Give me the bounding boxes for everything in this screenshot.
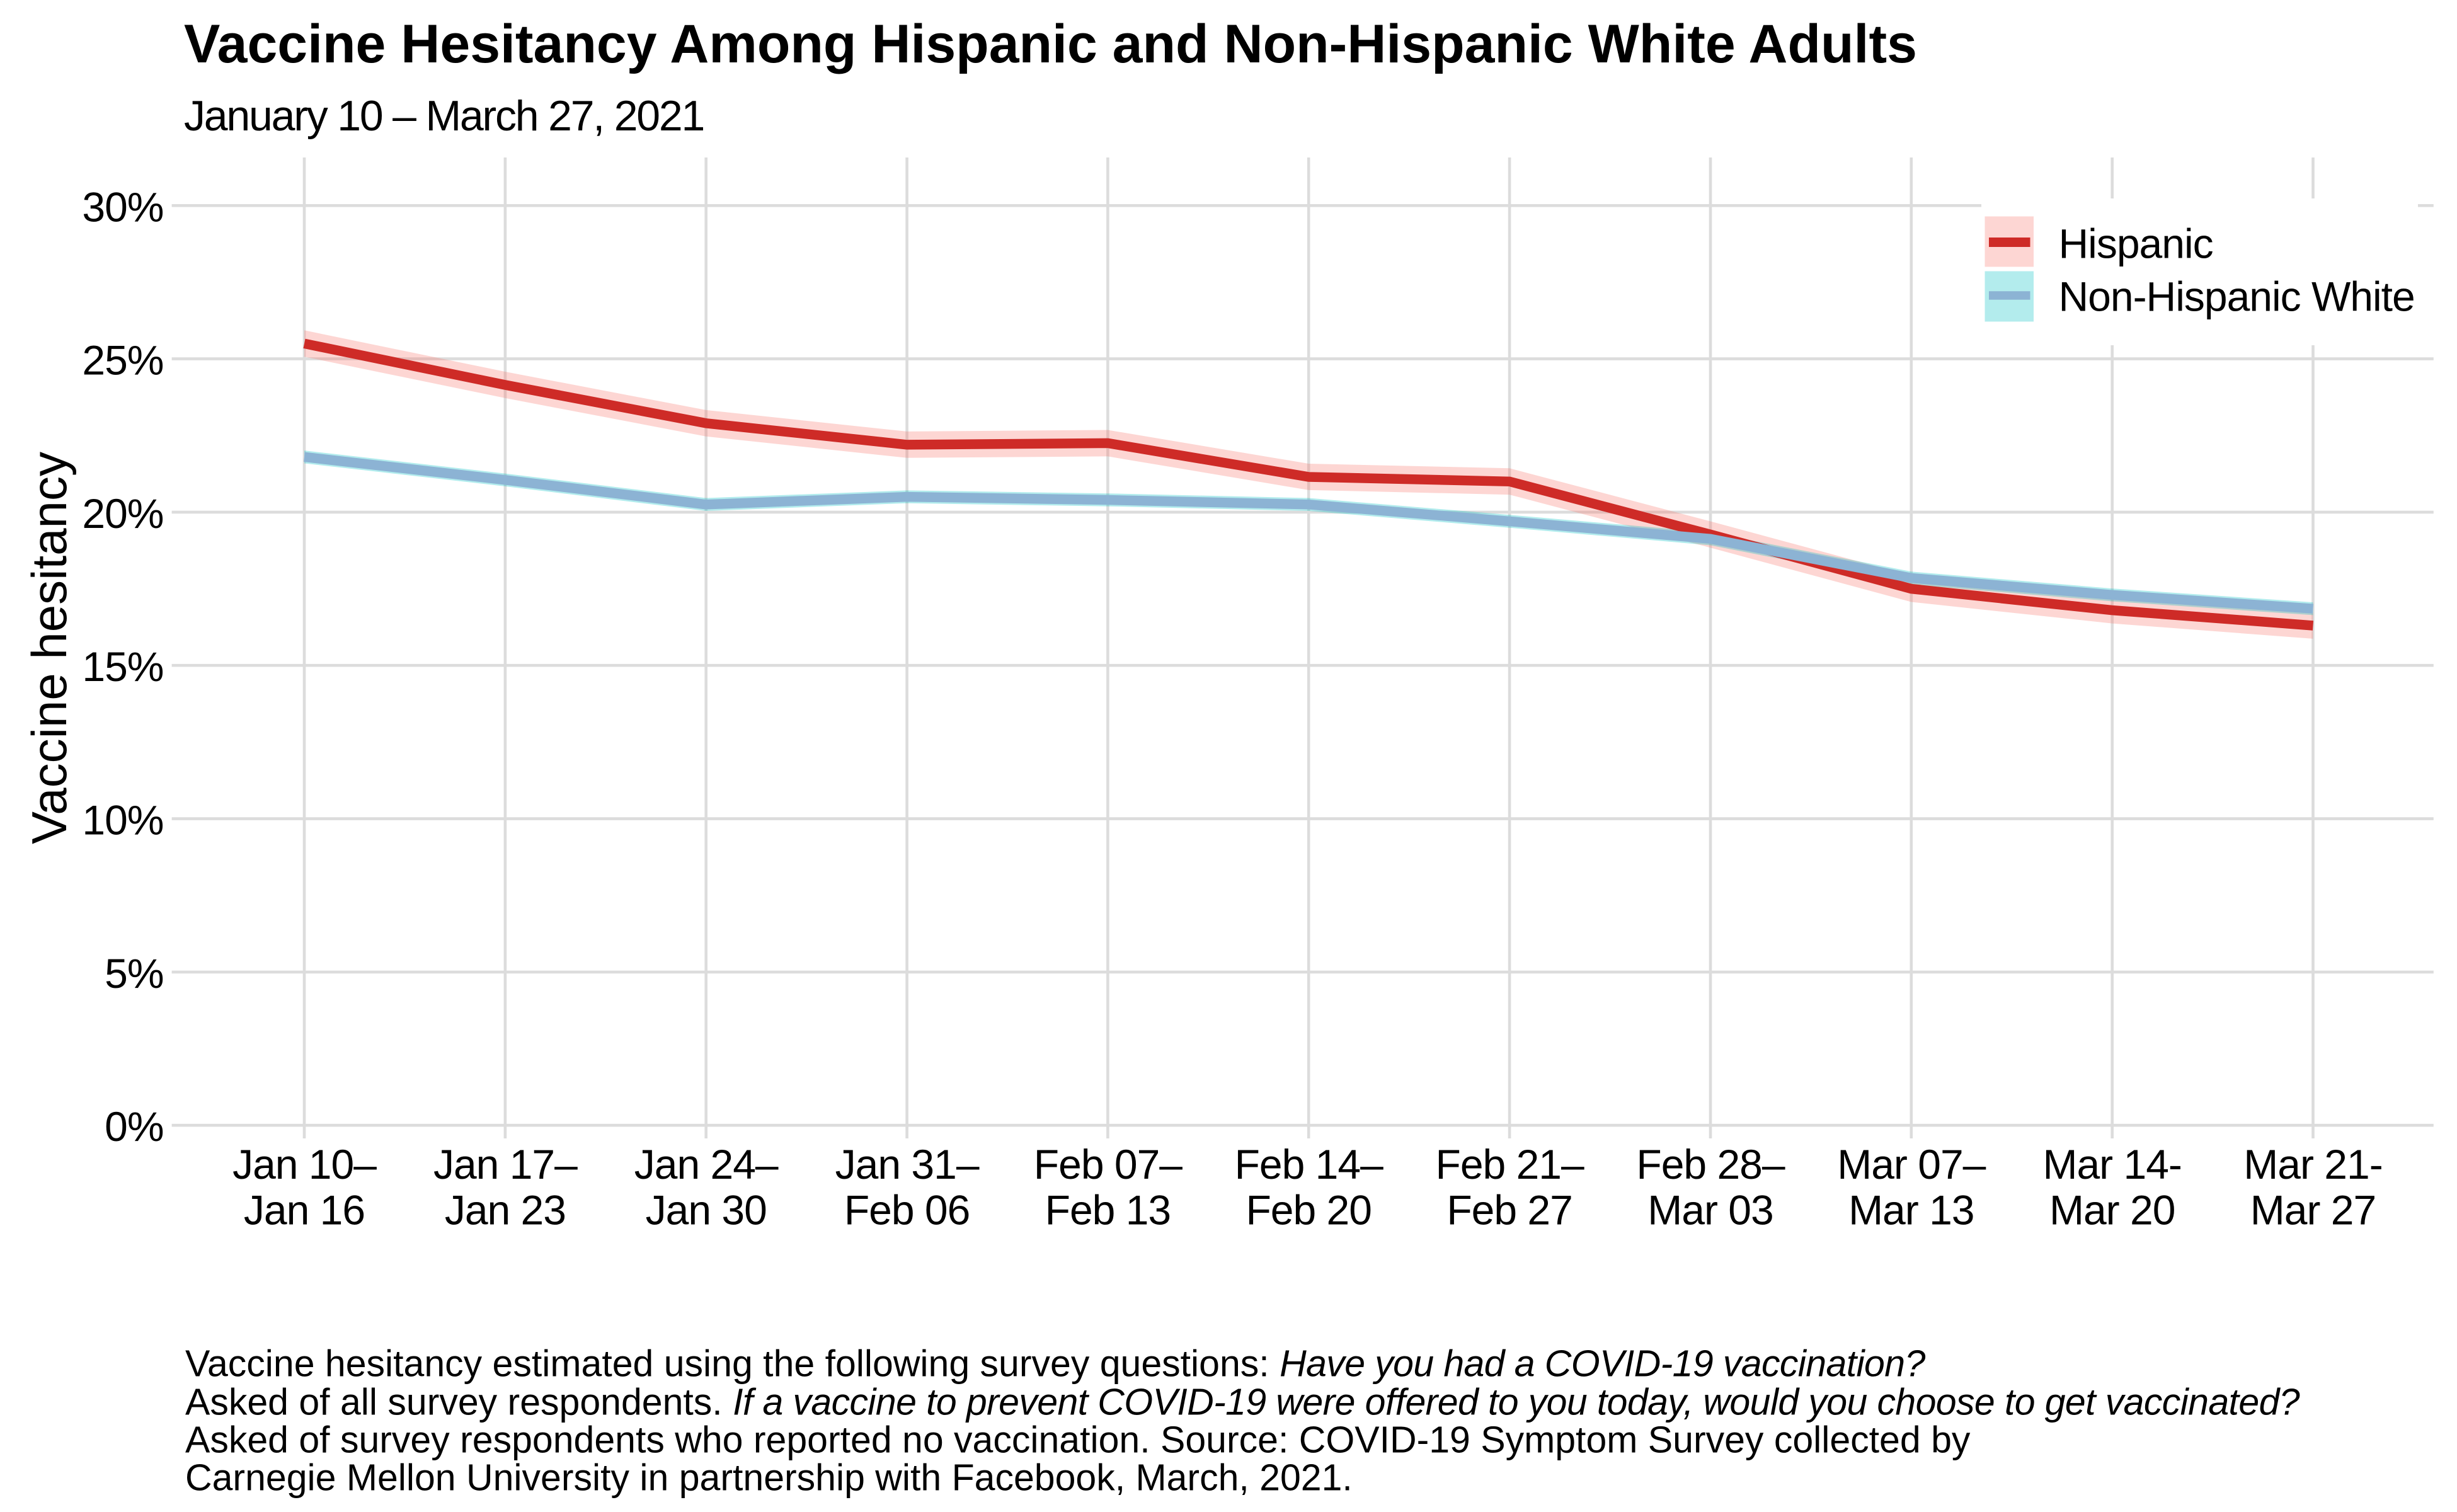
svg-text:Jan 16: Jan 16 bbox=[244, 1187, 365, 1234]
svg-text:Carnegie Mellon University in: Carnegie Mellon University in partnershi… bbox=[185, 1457, 1353, 1499]
svg-text:Mar 03: Mar 03 bbox=[1647, 1187, 1773, 1234]
svg-text:Mar 20: Mar 20 bbox=[2049, 1187, 2175, 1234]
svg-text:Jan 10–: Jan 10– bbox=[232, 1141, 377, 1188]
svg-text:20%: 20% bbox=[82, 490, 163, 537]
svg-text:5%: 5% bbox=[105, 950, 163, 997]
svg-text:Feb 06: Feb 06 bbox=[844, 1187, 970, 1234]
svg-text:Jan 17–: Jan 17– bbox=[433, 1141, 578, 1188]
svg-text:January 10 – March 27, 2021: January 10 – March 27, 2021 bbox=[184, 92, 704, 140]
svg-text:Jan 23: Jan 23 bbox=[445, 1187, 566, 1234]
svg-text:Non-Hispanic White: Non-Hispanic White bbox=[2059, 273, 2415, 320]
svg-text:Feb 28–: Feb 28– bbox=[1636, 1141, 1785, 1188]
svg-text:Mar 13: Mar 13 bbox=[1848, 1187, 1974, 1234]
svg-text:10%: 10% bbox=[82, 797, 163, 844]
svg-text:Feb 27: Feb 27 bbox=[1446, 1187, 1572, 1234]
svg-text:0%: 0% bbox=[105, 1103, 163, 1150]
svg-text:Mar 21-: Mar 21- bbox=[2243, 1141, 2382, 1188]
svg-text:Vaccine hesitancy estimated us: Vaccine hesitancy estimated using the fo… bbox=[185, 1343, 1925, 1385]
svg-text:Jan 30: Jan 30 bbox=[646, 1187, 767, 1234]
svg-text:Mar 14-: Mar 14- bbox=[2043, 1141, 2182, 1188]
svg-text:Asked of survey respondents wh: Asked of survey respondents who reported… bbox=[185, 1419, 1971, 1461]
svg-text:Jan 24–: Jan 24– bbox=[634, 1141, 779, 1188]
svg-text:Feb 14–: Feb 14– bbox=[1235, 1141, 1383, 1188]
svg-text:Vaccine Hesitancy Among Hispan: Vaccine Hesitancy Among Hispanic and Non… bbox=[184, 14, 1917, 74]
svg-text:Hispanic: Hispanic bbox=[2059, 220, 2213, 267]
svg-text:Asked of all survey respondent: Asked of all survey respondents. If a va… bbox=[185, 1381, 2300, 1423]
svg-text:Vaccine hesitancy: Vaccine hesitancy bbox=[21, 452, 77, 844]
svg-text:30%: 30% bbox=[82, 183, 163, 230]
svg-text:Feb 13: Feb 13 bbox=[1045, 1187, 1171, 1234]
svg-text:15%: 15% bbox=[82, 643, 163, 690]
svg-text:25%: 25% bbox=[82, 337, 163, 384]
svg-text:Jan 31–: Jan 31– bbox=[835, 1141, 980, 1188]
svg-text:Feb 21–: Feb 21– bbox=[1436, 1141, 1584, 1188]
svg-text:Feb 07–: Feb 07– bbox=[1034, 1141, 1183, 1188]
svg-text:Mar 07–: Mar 07– bbox=[1837, 1141, 1986, 1188]
svg-text:Mar 27: Mar 27 bbox=[2250, 1187, 2376, 1234]
svg-text:Feb 20: Feb 20 bbox=[1246, 1187, 1371, 1234]
